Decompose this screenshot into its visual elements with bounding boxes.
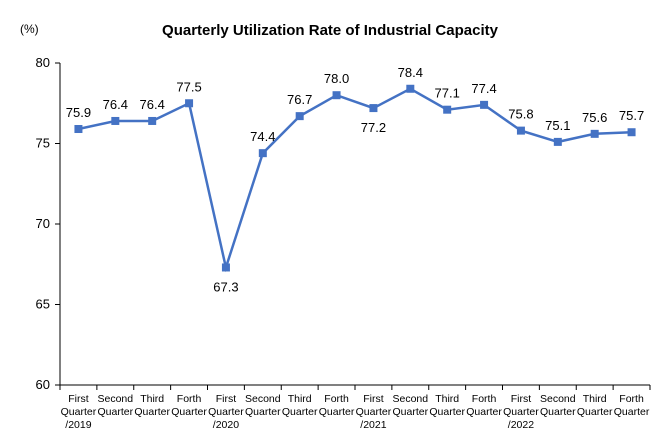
x-tick-label-line: Third: [583, 393, 607, 405]
x-tick-label: First Quarter/2022: [503, 393, 539, 431]
data-point: [369, 104, 378, 113]
x-tick-label-line: Quarter: [429, 406, 465, 418]
data-point: [406, 84, 415, 93]
x-tick-label: Forth Quarter: [466, 393, 502, 418]
x-tick-label-line: Quarter: [171, 406, 207, 418]
x-tick-label-line: Forth: [619, 393, 644, 405]
x-tick-label-line: Quarter: [319, 406, 355, 418]
data-labels: 75.9 76.4 76.4 77.5 67.3 74.4 76.7 78.0 77.2 78.4…: [66, 65, 644, 295]
x-tick-label-line: Quarter: [393, 406, 429, 418]
data-point: [295, 112, 304, 121]
x-tick-label-line: Second: [393, 393, 429, 405]
data-label: 67.3: [213, 279, 238, 294]
x-tick-label-line: Third: [435, 393, 459, 405]
series-markers: [74, 84, 636, 272]
data-point: [332, 91, 341, 100]
x-tick-label-line: Quarter: [208, 406, 244, 418]
data-point: [74, 125, 83, 134]
x-tick-label-line: /2020: [213, 419, 239, 431]
data-label: 75.8: [508, 107, 533, 122]
data-label: 77.4: [471, 81, 496, 96]
x-tick-label-line: Quarter: [356, 406, 392, 418]
data-point: [258, 149, 267, 158]
data-label: 77.1: [435, 86, 460, 101]
x-tick-label: First Quarter/2021: [356, 393, 392, 431]
data-point: [221, 263, 230, 272]
data-label: 75.9: [66, 105, 91, 120]
data-point: [627, 128, 636, 137]
data-label: 76.4: [103, 97, 128, 112]
x-tick-label: Second Quarter: [540, 393, 576, 418]
x-tick-label-line: Second: [540, 393, 576, 405]
data-label: 77.2: [361, 120, 386, 135]
x-tick-label: Third Quarter: [134, 393, 170, 418]
x-tick-label-line: First: [68, 393, 88, 405]
x-tick-label: Second Quarter: [245, 393, 281, 418]
x-tick-label-line: First: [363, 393, 383, 405]
data-label: 78.0: [324, 71, 349, 86]
x-tick-label: First Quarter/2020: [208, 393, 244, 431]
x-tick-label: Third Quarter: [429, 393, 465, 418]
x-tick-label-line: Forth: [177, 393, 202, 405]
data-label: 76.7: [287, 92, 312, 107]
x-tick-label-line: Quarter: [245, 406, 281, 418]
x-tick-label-line: Quarter: [614, 406, 650, 418]
x-tick-label-line: /2022: [508, 419, 534, 431]
data-point: [443, 105, 452, 114]
x-tick-label-line: Third: [140, 393, 164, 405]
x-tick-label-line: /2021: [360, 419, 386, 431]
x-tick-label-line: Quarter: [61, 406, 97, 418]
x-tick-label-line: Quarter: [577, 406, 613, 418]
data-point: [516, 126, 525, 135]
data-label: 76.4: [140, 97, 165, 112]
y-tick-label: 75: [36, 136, 50, 151]
y-tick-label: 60: [36, 377, 50, 392]
x-tick-label-line: Forth: [324, 393, 349, 405]
x-tick-label-line: Quarter: [282, 406, 318, 418]
chart-title: Quarterly Utilization Rate of Industrial…: [162, 22, 498, 39]
data-label: 75.6: [582, 110, 607, 125]
data-point: [111, 116, 120, 125]
x-tick-label-line: First: [511, 393, 531, 405]
x-tick-label-line: Quarter: [466, 406, 502, 418]
y-tick-label: 65: [36, 297, 50, 312]
data-point: [185, 99, 194, 108]
data-point: [553, 137, 562, 146]
x-tick-label: First Quarter/2019: [61, 393, 97, 431]
x-tick-label-line: Quarter: [98, 406, 134, 418]
x-tick-label-line: /2019: [65, 419, 91, 431]
x-tick-label-line: Quarter: [503, 406, 539, 418]
x-tick-label: Third Quarter: [577, 393, 613, 418]
x-tick-label: Third Quarter: [282, 393, 318, 418]
x-tick-label-line: Quarter: [134, 406, 170, 418]
data-point: [480, 100, 489, 109]
x-tick-label-line: Quarter: [540, 406, 576, 418]
x-tick-label-line: Second: [98, 393, 134, 405]
data-label: 74.4: [250, 129, 275, 144]
x-tick-label-line: Forth: [472, 393, 497, 405]
data-label: 78.4: [398, 65, 423, 80]
data-label: 75.1: [545, 118, 570, 133]
data-point: [148, 116, 157, 125]
y-ticks: 60 65 70 75 80: [36, 55, 60, 392]
data-point: [590, 129, 599, 138]
x-tick-label: Forth Quarter: [614, 393, 650, 418]
unit-label: (%): [20, 22, 39, 36]
y-tick-label: 80: [36, 55, 50, 70]
x-tick-label: Second Quarter: [393, 393, 429, 418]
x-tick-label: Second Quarter: [98, 393, 134, 418]
x-tick-label-line: First: [216, 393, 236, 405]
data-label: 75.7: [619, 108, 644, 123]
x-tick-label: Forth Quarter: [319, 393, 355, 418]
data-label: 77.5: [176, 79, 201, 94]
x-tick-label-line: Second: [245, 393, 281, 405]
y-tick-label: 70: [36, 216, 50, 231]
series-line: [78, 87, 632, 273]
x-tick-label: Forth Quarter: [171, 393, 207, 418]
x-tick-label-line: Third: [288, 393, 312, 405]
